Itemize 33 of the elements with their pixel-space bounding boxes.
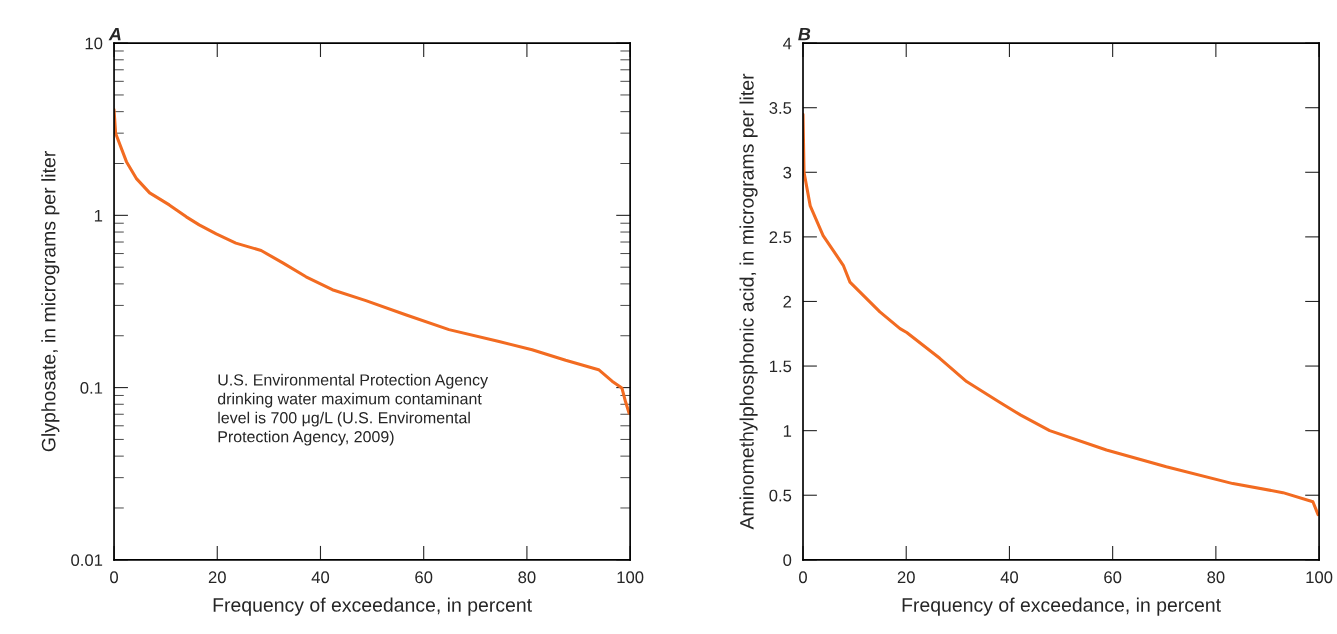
y-axis-title: Glyphosate, in micrograms per liter (41, 151, 60, 452)
x-axis-title: Frequency of exceedance, in percent (213, 597, 532, 616)
y-tick-label: 3.5 (769, 102, 792, 114)
x-tick-label: 60 (415, 571, 433, 584)
y-tick-label: 2 (783, 295, 792, 308)
chart-title: A (108, 27, 121, 41)
x-tick-label: 40 (1000, 571, 1019, 584)
x-tick-label: 40 (311, 571, 330, 584)
x-axis-title: Frequency of exceedance, in percent (902, 597, 1221, 616)
x-tick-label: 100 (1306, 571, 1333, 584)
y-tick-label: 0.5 (769, 489, 792, 502)
y-tick-label: 1 (94, 209, 103, 222)
x-tick-label: 60 (1104, 571, 1122, 584)
line-series (803, 112, 1320, 517)
x-tick-label: 100 (617, 571, 644, 584)
y-tick-label: 2.5 (769, 231, 792, 244)
x-tick-label: 80 (518, 571, 536, 584)
y-tick-label: 10 (85, 37, 103, 50)
x-tick-label: 0 (799, 571, 807, 584)
x-tick-label: 80 (1207, 571, 1225, 584)
y-tick-label: 0.1 (80, 381, 103, 394)
x-tick-label: 0 (110, 571, 119, 584)
x-tick-label: 20 (897, 571, 915, 584)
y-tick-label: 0.01 (71, 554, 103, 567)
annotation: U.S. Environmental Protection Agency drinking water maximum contaminant level is 700 μg/L (U.S. Enviromental Protection Agency, 2009) (217, 373, 489, 446)
y-tick-label: 1.5 (770, 360, 792, 373)
y-axis-title: Aminomethylphosphonic acid, in micrograms per liter (739, 73, 758, 530)
y-tick-label: 3 (783, 166, 792, 179)
x-tick-label: 20 (208, 571, 226, 584)
y-tick-label: 1 (783, 425, 792, 437)
chart-title: B (798, 27, 811, 41)
y-tick-label: 0 (783, 554, 792, 567)
y-tick-label: 4 (783, 37, 792, 50)
